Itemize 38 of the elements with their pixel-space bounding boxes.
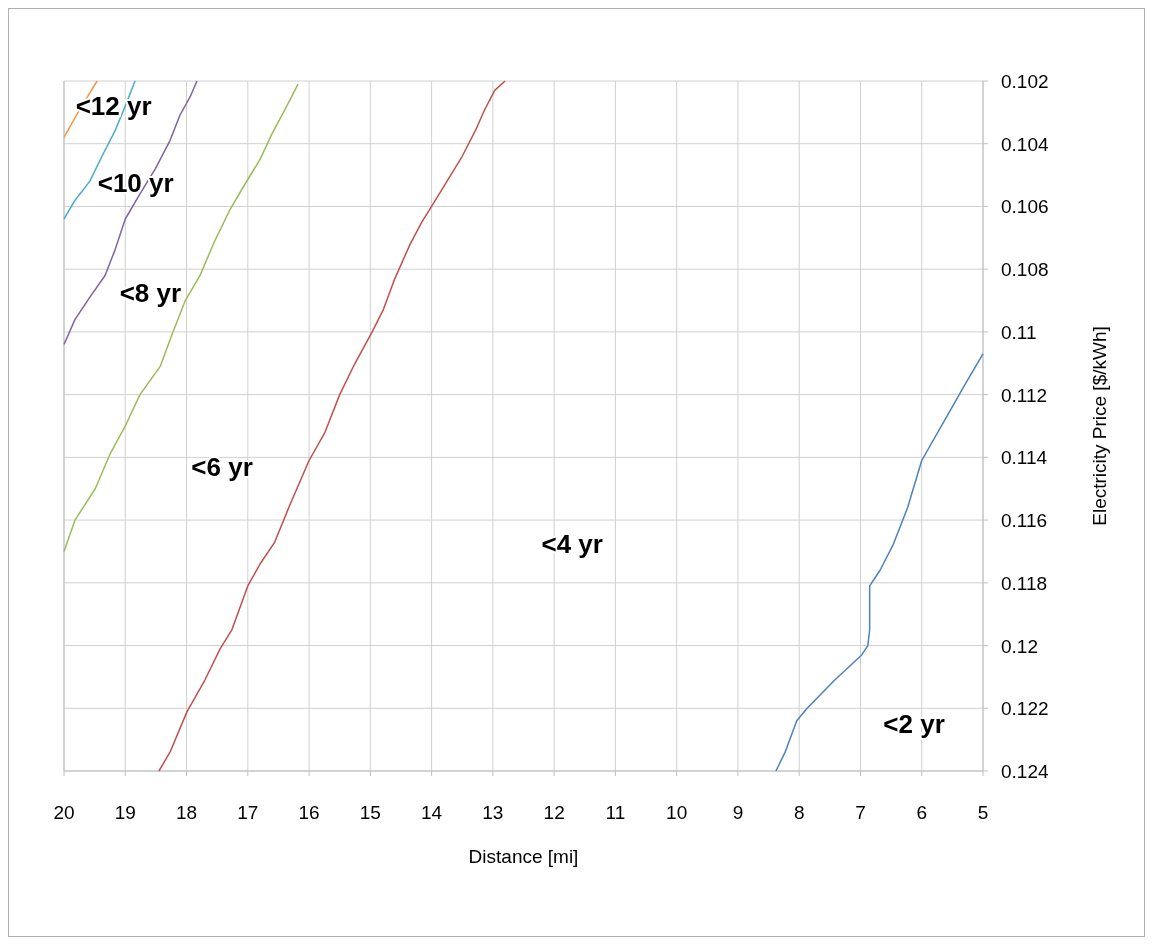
x-tick-label: 18: [175, 802, 198, 823]
x-tick-label: 19: [114, 802, 136, 823]
x-tick-label: 12: [543, 802, 565, 823]
annotation: <4 yr: [541, 528, 603, 559]
y-tick-label: 0.11: [1001, 321, 1037, 343]
x-tick-label: 5: [977, 802, 989, 823]
annotation: <8 yr: [119, 277, 182, 308]
y-tick-label: 0.114: [1001, 447, 1048, 469]
x-tick-label: 11: [605, 802, 626, 823]
line-series: [775, 353, 984, 772]
y-tick-label: 0.12: [1001, 635, 1038, 657]
x-tick-label: 7: [855, 802, 866, 823]
x-tick-label: 6: [916, 802, 928, 823]
annotation: <2 yr: [883, 709, 945, 740]
x-tick-label: 14: [421, 802, 443, 823]
y-tick-label: 0.112: [1001, 384, 1048, 406]
y-tick-label: 0.122: [1001, 698, 1049, 720]
y-tick-label: 0.116: [1001, 510, 1048, 532]
y-tick-label: 0.106: [1001, 196, 1049, 218]
y-tick-label: 0.102: [1001, 71, 1049, 92]
x-tick-label: 10: [666, 802, 688, 823]
y-tick-label: 0.118: [1001, 572, 1048, 594]
y-tick-label: 0.104: [1001, 133, 1049, 155]
x-tick-label: 17: [237, 802, 259, 823]
x-tick-label: 20: [53, 802, 75, 823]
x-tick-label: 9: [732, 802, 744, 823]
x-tick-label: 13: [482, 802, 504, 823]
x-tick-label: 16: [298, 802, 320, 823]
annotation: <6 yr: [191, 452, 253, 483]
line-series: [63, 83, 299, 553]
x-tick-label: 8: [793, 802, 805, 823]
x-tick-label: 15: [359, 802, 381, 823]
annotation: <10 yr: [97, 168, 174, 199]
y-tick-label: 0.124: [1001, 761, 1049, 782]
line-series: [63, 80, 198, 346]
y-tick-label: 0.108: [1001, 259, 1049, 281]
x-axis-title: Distance [mi]: [468, 846, 579, 867]
y-axis-title: Electricity Price [$/kWh]: [1089, 326, 1110, 526]
